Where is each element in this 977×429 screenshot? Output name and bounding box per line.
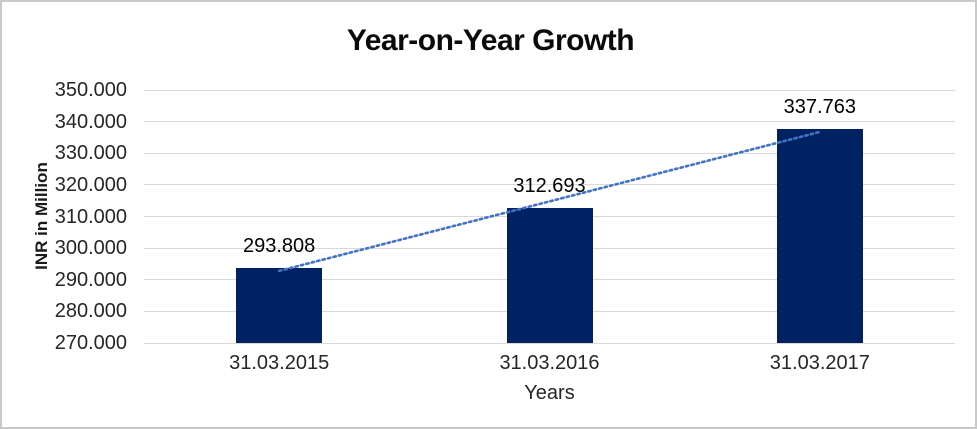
y-tick-label: 330.000 — [54, 142, 127, 165]
y-tick-label: 320.000 — [54, 173, 127, 196]
gridline — [144, 152, 955, 154]
y-tick-label: 270.000 — [54, 332, 127, 354]
y-tick-label: 350.000 — [54, 79, 127, 101]
y-tick-label: 340.000 — [54, 110, 127, 133]
bar[interactable] — [506, 207, 593, 343]
bar[interactable] — [236, 267, 323, 343]
x-axis-title: Years — [524, 382, 575, 404]
y-tick-label: 310.000 — [54, 205, 127, 228]
bar-data-label: 337.763 — [783, 95, 856, 118]
x-tick-label: 31.03.2016 — [499, 352, 600, 374]
gridline — [144, 342, 955, 344]
y-tick-label: 300.000 — [54, 237, 127, 260]
y-tick-label: 290.000 — [54, 268, 127, 291]
bar-data-label: 312.693 — [513, 174, 586, 197]
bar-data-label: 293.808 — [243, 234, 316, 257]
x-tick-label: 31.03.2017 — [769, 352, 870, 374]
gridline — [144, 121, 955, 123]
x-tick-label: 31.03.2015 — [229, 352, 330, 374]
gridline — [144, 184, 955, 186]
bar[interactable] — [776, 128, 863, 343]
gridline — [144, 89, 955, 91]
chart-title: Year-on-Year Growth — [346, 24, 635, 57]
y-tick-label: 280.000 — [54, 300, 127, 323]
